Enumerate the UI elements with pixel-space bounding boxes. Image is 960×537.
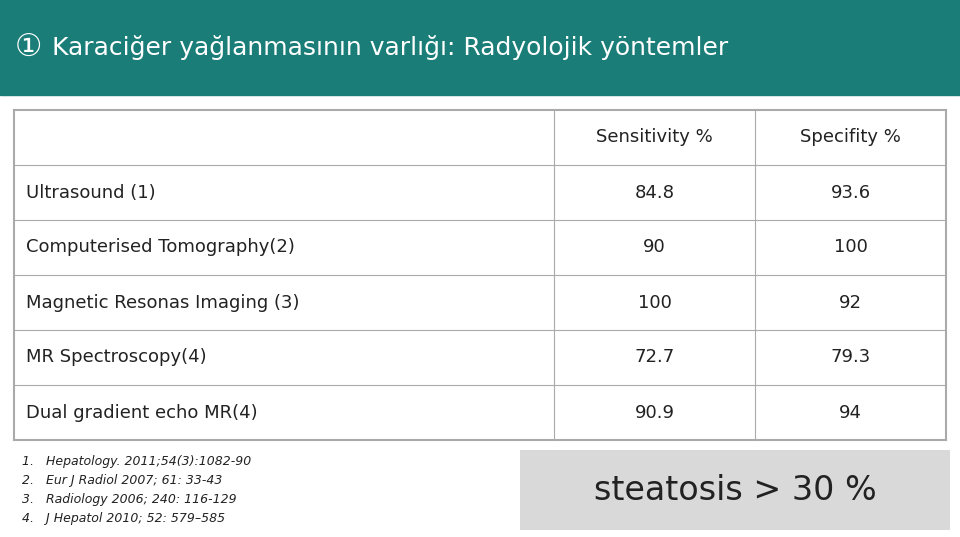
Text: Ultrasound (1): Ultrasound (1) bbox=[26, 184, 156, 201]
Bar bbox=[0, 0, 960, 95]
Text: 3.   Radiology 2006; 240: 116-129: 3. Radiology 2006; 240: 116-129 bbox=[22, 493, 236, 506]
Text: 2.   Eur J Radiol 2007; 61: 33-43: 2. Eur J Radiol 2007; 61: 33-43 bbox=[22, 474, 223, 487]
Text: 1.   Hepatology. 2011;54(3):1082-90: 1. Hepatology. 2011;54(3):1082-90 bbox=[22, 455, 252, 468]
Text: Sensitivity %: Sensitivity % bbox=[596, 128, 713, 147]
Text: 84.8: 84.8 bbox=[635, 184, 675, 201]
Text: MR Spectroscopy(4): MR Spectroscopy(4) bbox=[26, 349, 206, 366]
Text: Karaciğer yağlanmasının varlığı: Radyolojik yöntemler: Karaciğer yağlanmasının varlığı: Radyolo… bbox=[52, 35, 729, 60]
Text: steatosis > 30 %: steatosis > 30 % bbox=[593, 474, 876, 506]
Text: 92: 92 bbox=[839, 294, 862, 311]
Text: ①: ① bbox=[14, 33, 41, 62]
Text: Computerised Tomography(2): Computerised Tomography(2) bbox=[26, 238, 295, 257]
Text: 90.9: 90.9 bbox=[635, 403, 675, 422]
Text: 4.   J Hepatol 2010; 52: 579–585: 4. J Hepatol 2010; 52: 579–585 bbox=[22, 512, 226, 525]
Bar bbox=[520, 450, 950, 530]
Text: 90: 90 bbox=[643, 238, 666, 257]
Text: Specifity %: Specifity % bbox=[800, 128, 900, 147]
Text: 94: 94 bbox=[839, 403, 862, 422]
Text: 72.7: 72.7 bbox=[635, 349, 675, 366]
Text: 79.3: 79.3 bbox=[830, 349, 871, 366]
Text: Dual gradient echo MR(4): Dual gradient echo MR(4) bbox=[26, 403, 257, 422]
Text: 100: 100 bbox=[637, 294, 671, 311]
Text: 100: 100 bbox=[833, 238, 868, 257]
Text: Magnetic Resonas Imaging (3): Magnetic Resonas Imaging (3) bbox=[26, 294, 300, 311]
Text: 93.6: 93.6 bbox=[830, 184, 871, 201]
